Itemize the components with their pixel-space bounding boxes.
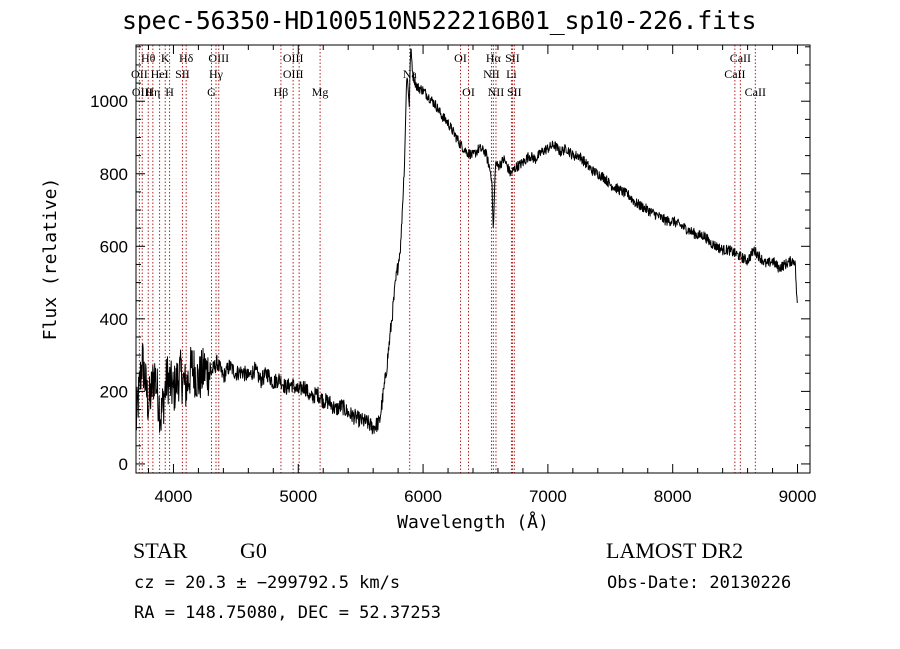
- y-axis-label: Flux (relative): [40, 178, 61, 341]
- spectral-line-label: Mg: [312, 85, 329, 99]
- x-tick-label: 4000: [155, 487, 193, 506]
- spectral-line-label: K: [161, 51, 170, 65]
- spectral-line-label: G: [207, 85, 216, 99]
- y-tick-label: 1000: [90, 92, 128, 111]
- spectral-line-label: CaII: [745, 85, 766, 99]
- spectral-line-label: Na: [403, 67, 418, 81]
- spectral-line-label: SII: [505, 51, 520, 65]
- y-axis-ticks: 0 200 400 600 800 1000: [90, 46, 810, 474]
- spectral-line-label: NII: [483, 67, 500, 81]
- spectral-line-label: CaII: [724, 67, 745, 81]
- y-tick-label: 200: [100, 382, 128, 401]
- x-axis-label: Wavelength (Å): [397, 511, 549, 533]
- obs-date-text: Obs-Date: 20130226: [607, 573, 792, 593]
- spectral-line-label: OIII: [132, 85, 153, 99]
- spectral-line-label: H: [165, 85, 174, 99]
- plot-title: spec-56350-HD100510N522216B01_sp10-226.f…: [122, 6, 757, 35]
- spectral-line-label: OII: [131, 67, 148, 81]
- spectral-subclass: G0: [240, 538, 267, 563]
- spectral-line-label: OIII: [283, 51, 304, 65]
- spectrum-series-line: [135, 48, 798, 435]
- spectral-line-label: Hγ: [209, 67, 224, 81]
- spectral-line-label: Hη: [145, 85, 160, 99]
- x-tick-label: 6000: [404, 487, 442, 506]
- y-tick-label: 0: [119, 455, 128, 474]
- spectral-line-label: OIII: [283, 67, 304, 81]
- spectral-line-label: OI: [454, 51, 467, 65]
- spectral-line-label: OIII: [208, 51, 229, 65]
- survey-name: LAMOST DR2: [606, 538, 744, 563]
- spectral-line-label: SII: [507, 85, 522, 99]
- spectral-line-label: NII: [488, 85, 505, 99]
- line-markers-layer: [138, 45, 756, 473]
- y-tick-label: 800: [100, 165, 128, 184]
- spectral-line-label: Hθ: [141, 51, 156, 65]
- spectral-line-label: Hα: [486, 51, 502, 65]
- spectral-line-label: HeI: [151, 67, 169, 81]
- x-tick-label: 9000: [779, 487, 817, 506]
- spectral-line-label: OI: [462, 85, 475, 99]
- spectral-line-label: CaII: [730, 51, 751, 65]
- x-axis-ticks: 4000 5000 6000 7000 8000 9000: [147, 45, 817, 506]
- y-tick-label: 400: [100, 310, 128, 329]
- spectral-line-label: Hδ: [179, 51, 194, 65]
- x-tick-label: 7000: [529, 487, 567, 506]
- x-tick-label: 8000: [654, 487, 692, 506]
- redshift-text: cz = 20.3 ± −299792.5 km/s: [134, 573, 401, 593]
- plot-frame: [135, 44, 811, 474]
- spectral-line-label: Hβ: [274, 85, 289, 99]
- spectral-line-label: SII: [175, 67, 190, 81]
- spectral-line-label: Li: [506, 67, 517, 81]
- y-tick-label: 600: [100, 237, 128, 256]
- coordinates-text: RA = 148.75080, DEC = 52.37253: [134, 603, 442, 623]
- x-tick-label: 5000: [279, 487, 317, 506]
- spectral-class: STAR: [133, 538, 188, 563]
